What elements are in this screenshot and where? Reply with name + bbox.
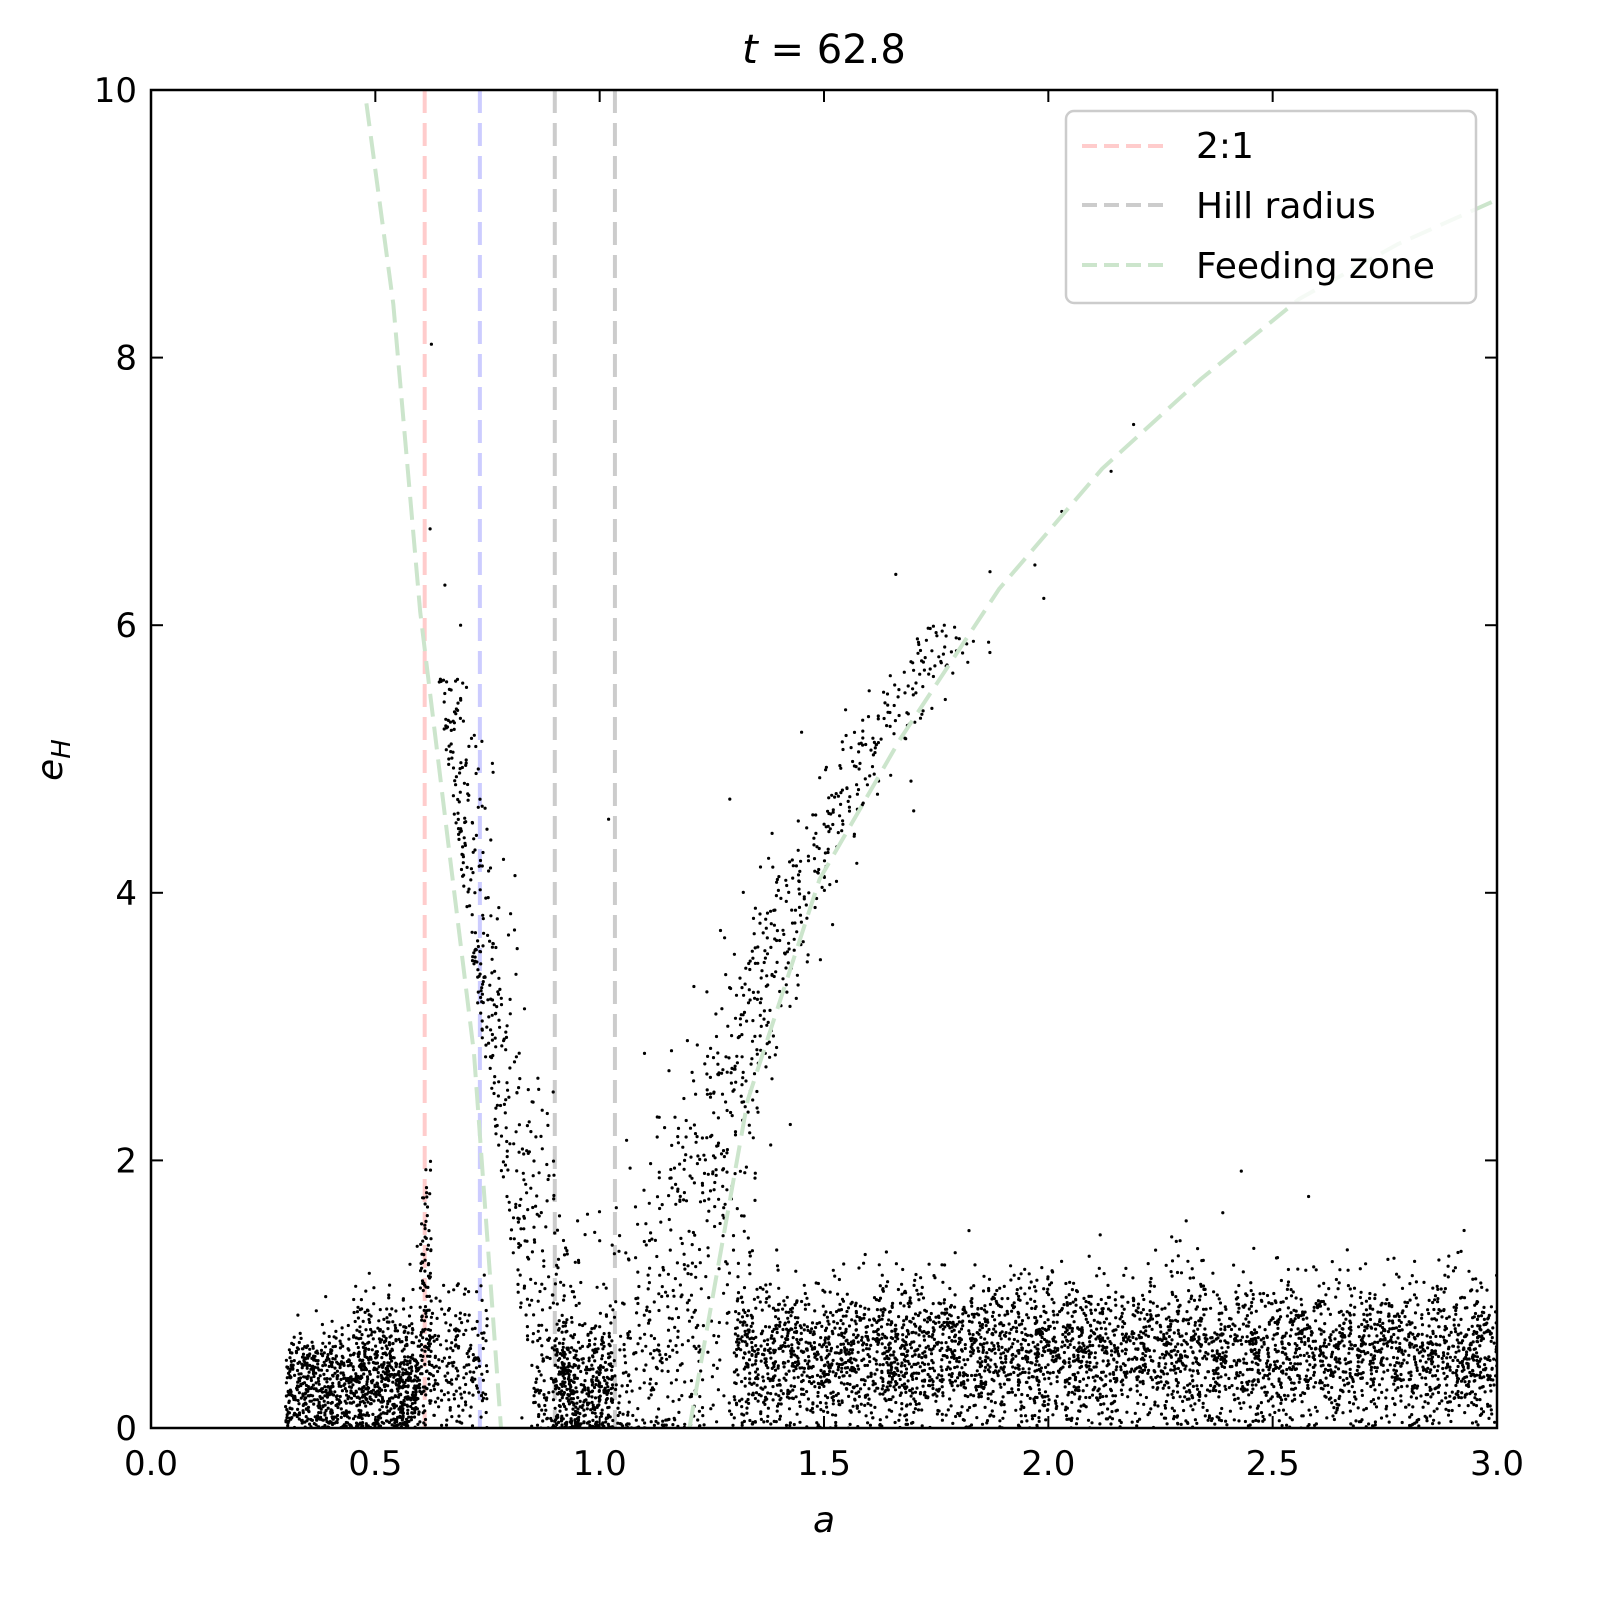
legend-label-2-1: 2:1 <box>1196 126 1254 167</box>
feeding-zone-curve-outer <box>687 197 1497 1428</box>
legend-item-feeding-zone: Feeding zone <box>1082 246 1435 287</box>
y-tick-label: 8 <box>115 339 137 379</box>
x-axis-ticks: 0.0 0.5 1.0 1.5 2.0 2.5 3.0 <box>124 90 1524 1484</box>
scatter-points <box>284 342 1497 1428</box>
feeding-zone-curves <box>364 103 1497 1428</box>
y-tick-label: 0 <box>115 1409 137 1449</box>
legend-label-feeding-zone: Feeding zone <box>1196 246 1435 287</box>
x-tick-label: 0.0 <box>124 1444 178 1484</box>
x-tick-label: 1.5 <box>797 1444 851 1484</box>
legend-item-2-1: 2:1 <box>1082 126 1254 167</box>
scatter-markers <box>284 342 1497 1428</box>
legend-item-hill-radius: Hill radius <box>1082 186 1376 227</box>
x-tick-label: 3.0 <box>1470 1444 1524 1484</box>
x-tick-label: 2.5 <box>1246 1444 1300 1484</box>
x-tick-label: 1.0 <box>573 1444 627 1484</box>
legend-label-hill-radius: Hill radius <box>1196 186 1376 227</box>
x-tick-label: 2.0 <box>1021 1444 1075 1484</box>
y-axis-ticks: 0 2 4 6 8 10 <box>94 71 1497 1449</box>
legend-box <box>1064 109 1478 305</box>
legend: 2:1 Hill radius Feeding zone <box>1064 109 1478 305</box>
y-tick-label: 4 <box>115 874 137 914</box>
chart-title: t = 62.8 <box>742 27 906 73</box>
feeding-zone-curve-inner <box>364 103 503 1428</box>
x-axis-label: a <box>813 1500 835 1541</box>
reference-lines <box>422 90 617 1428</box>
y-tick-label: 6 <box>115 606 137 646</box>
y-tick-label: 10 <box>94 71 137 111</box>
x-tick-label: 0.5 <box>348 1444 402 1484</box>
y-axis-label: eH <box>30 739 77 781</box>
y-tick-label: 2 <box>115 1141 137 1181</box>
